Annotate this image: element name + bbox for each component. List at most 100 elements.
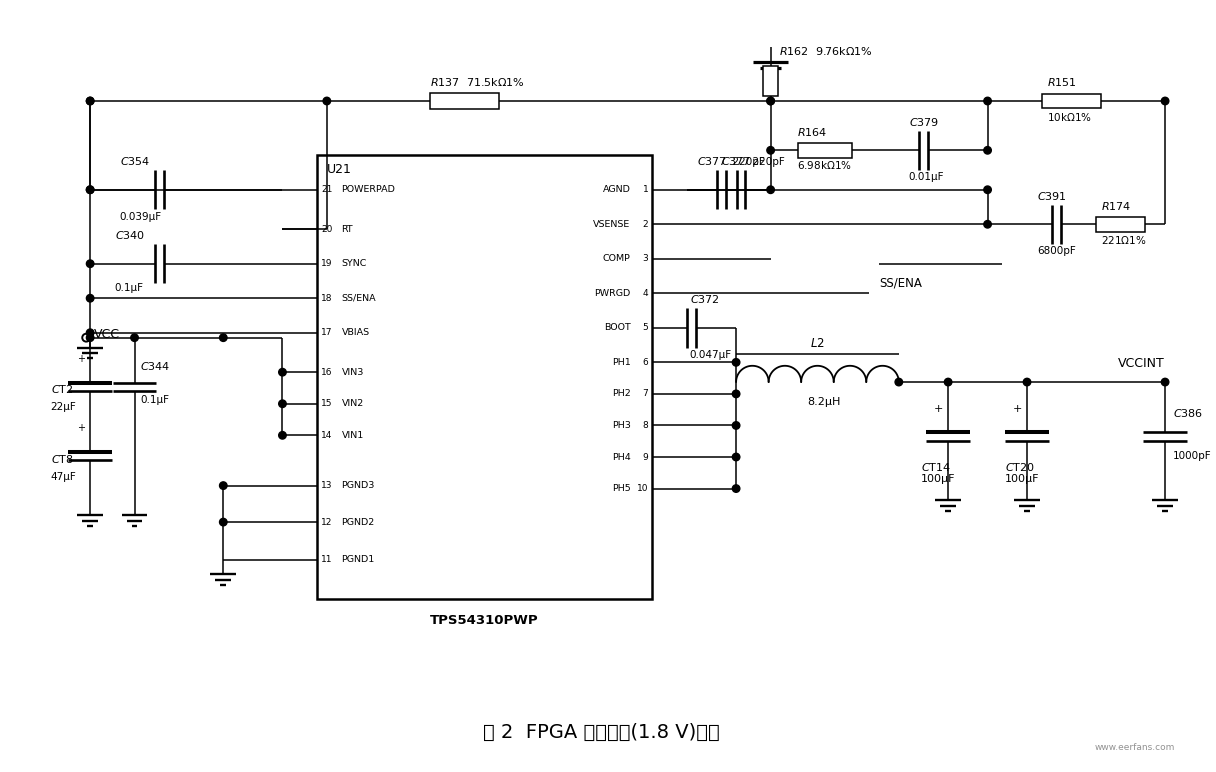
Text: VCCINT: VCCINT — [1119, 357, 1165, 371]
Circle shape — [984, 186, 991, 194]
Circle shape — [732, 358, 739, 366]
Circle shape — [732, 485, 739, 493]
Text: SS/ENA: SS/ENA — [879, 276, 922, 290]
Text: PGND2: PGND2 — [342, 517, 375, 527]
Circle shape — [220, 482, 227, 489]
Text: $C$377: $C$377 — [721, 155, 751, 167]
Text: 6: 6 — [642, 358, 648, 367]
Text: +: + — [934, 404, 944, 414]
Circle shape — [131, 334, 139, 341]
Text: 1: 1 — [642, 185, 648, 195]
Text: RT: RT — [342, 225, 353, 234]
Circle shape — [86, 97, 94, 105]
Text: TPS54310PWP: TPS54310PWP — [430, 614, 539, 627]
Text: 20: 20 — [321, 225, 332, 234]
Text: $L$2: $L$2 — [810, 337, 824, 350]
Circle shape — [86, 260, 94, 267]
Text: 0.047μF: 0.047μF — [689, 350, 732, 360]
Text: 8: 8 — [642, 421, 648, 430]
Text: AGND: AGND — [603, 185, 631, 195]
Text: PWRGD: PWRGD — [595, 289, 631, 298]
Text: +: + — [77, 354, 85, 364]
Text: $C$372: $C$372 — [689, 293, 720, 305]
Text: $C$T20: $C$T20 — [1006, 461, 1035, 473]
Text: 21: 21 — [321, 185, 332, 195]
Circle shape — [278, 368, 286, 376]
Text: 220pF: 220pF — [745, 157, 784, 167]
Circle shape — [86, 329, 94, 337]
Circle shape — [732, 422, 739, 429]
Circle shape — [1024, 378, 1031, 386]
Circle shape — [220, 518, 227, 526]
Text: 16: 16 — [321, 367, 332, 377]
Text: U21: U21 — [327, 163, 351, 176]
Text: $C$379: $C$379 — [908, 116, 939, 127]
Circle shape — [767, 97, 775, 105]
Text: PH4: PH4 — [612, 452, 631, 462]
Text: 12: 12 — [321, 517, 332, 527]
Text: 8.2μH: 8.2μH — [807, 397, 841, 407]
Text: 19: 19 — [321, 259, 332, 268]
Text: 14: 14 — [321, 431, 332, 440]
Circle shape — [984, 221, 991, 228]
Bar — [798, 143, 852, 157]
Circle shape — [1161, 378, 1169, 386]
Circle shape — [86, 186, 94, 194]
Text: 1000pF: 1000pF — [1173, 451, 1211, 461]
Text: PGND1: PGND1 — [342, 555, 375, 564]
Text: PH3: PH3 — [612, 421, 631, 430]
Text: 10k$\Omega$1%: 10k$\Omega$1% — [1047, 111, 1092, 123]
Circle shape — [86, 334, 94, 341]
Text: COMP: COMP — [603, 254, 631, 263]
Text: $R$162  9.76k$\Omega$1%: $R$162 9.76k$\Omega$1% — [778, 45, 872, 56]
Text: 10: 10 — [637, 484, 648, 493]
Text: 7: 7 — [642, 389, 648, 398]
Text: 6800pF: 6800pF — [1037, 246, 1076, 256]
Text: +: + — [1013, 404, 1023, 414]
Bar — [1042, 93, 1100, 108]
Text: $R$164: $R$164 — [798, 127, 828, 138]
Circle shape — [767, 186, 775, 194]
Text: PGND3: PGND3 — [342, 481, 375, 490]
Circle shape — [732, 390, 739, 398]
Circle shape — [732, 453, 739, 461]
Circle shape — [945, 378, 952, 386]
Text: VBIAS: VBIAS — [342, 328, 370, 337]
Text: 18: 18 — [321, 293, 332, 303]
Circle shape — [220, 334, 227, 341]
Circle shape — [86, 294, 94, 302]
Text: $R$151: $R$151 — [1047, 76, 1076, 88]
Text: 13: 13 — [321, 481, 332, 490]
Text: $C$340: $C$340 — [114, 229, 145, 241]
Text: $R$137  71.5k$\Omega$1%: $R$137 71.5k$\Omega$1% — [430, 76, 525, 88]
Text: 47μF: 47μF — [51, 472, 77, 482]
Text: 22μF: 22μF — [51, 401, 77, 411]
Circle shape — [984, 147, 991, 154]
Text: 0.1μF: 0.1μF — [140, 394, 169, 405]
Text: $C$391: $C$391 — [1037, 190, 1066, 201]
Text: VIN3: VIN3 — [342, 367, 364, 377]
Text: www.eerfans.com: www.eerfans.com — [1094, 743, 1175, 752]
Text: 17: 17 — [321, 328, 332, 337]
Bar — [764, 66, 778, 96]
Circle shape — [278, 432, 286, 439]
Text: 221$\Omega$1%: 221$\Omega$1% — [1100, 234, 1147, 246]
Bar — [317, 155, 652, 599]
Text: 15: 15 — [321, 399, 332, 408]
Text: $C$T2: $C$T2 — [51, 383, 73, 395]
Circle shape — [767, 97, 775, 105]
Text: VCC: VCC — [94, 328, 120, 341]
Text: 0.039μF: 0.039μF — [119, 212, 162, 222]
Text: 3: 3 — [642, 254, 648, 263]
Bar — [430, 93, 500, 109]
Circle shape — [1161, 97, 1169, 105]
Text: SS/ENA: SS/ENA — [342, 293, 376, 303]
Text: $C$T14: $C$T14 — [921, 461, 951, 473]
Text: 5: 5 — [642, 323, 648, 332]
Text: PH1: PH1 — [612, 358, 631, 367]
Circle shape — [86, 186, 94, 194]
Text: VIN1: VIN1 — [342, 431, 364, 440]
Text: $C$T8: $C$T8 — [51, 453, 74, 465]
Circle shape — [895, 378, 902, 386]
Text: $C$344: $C$344 — [140, 361, 170, 372]
